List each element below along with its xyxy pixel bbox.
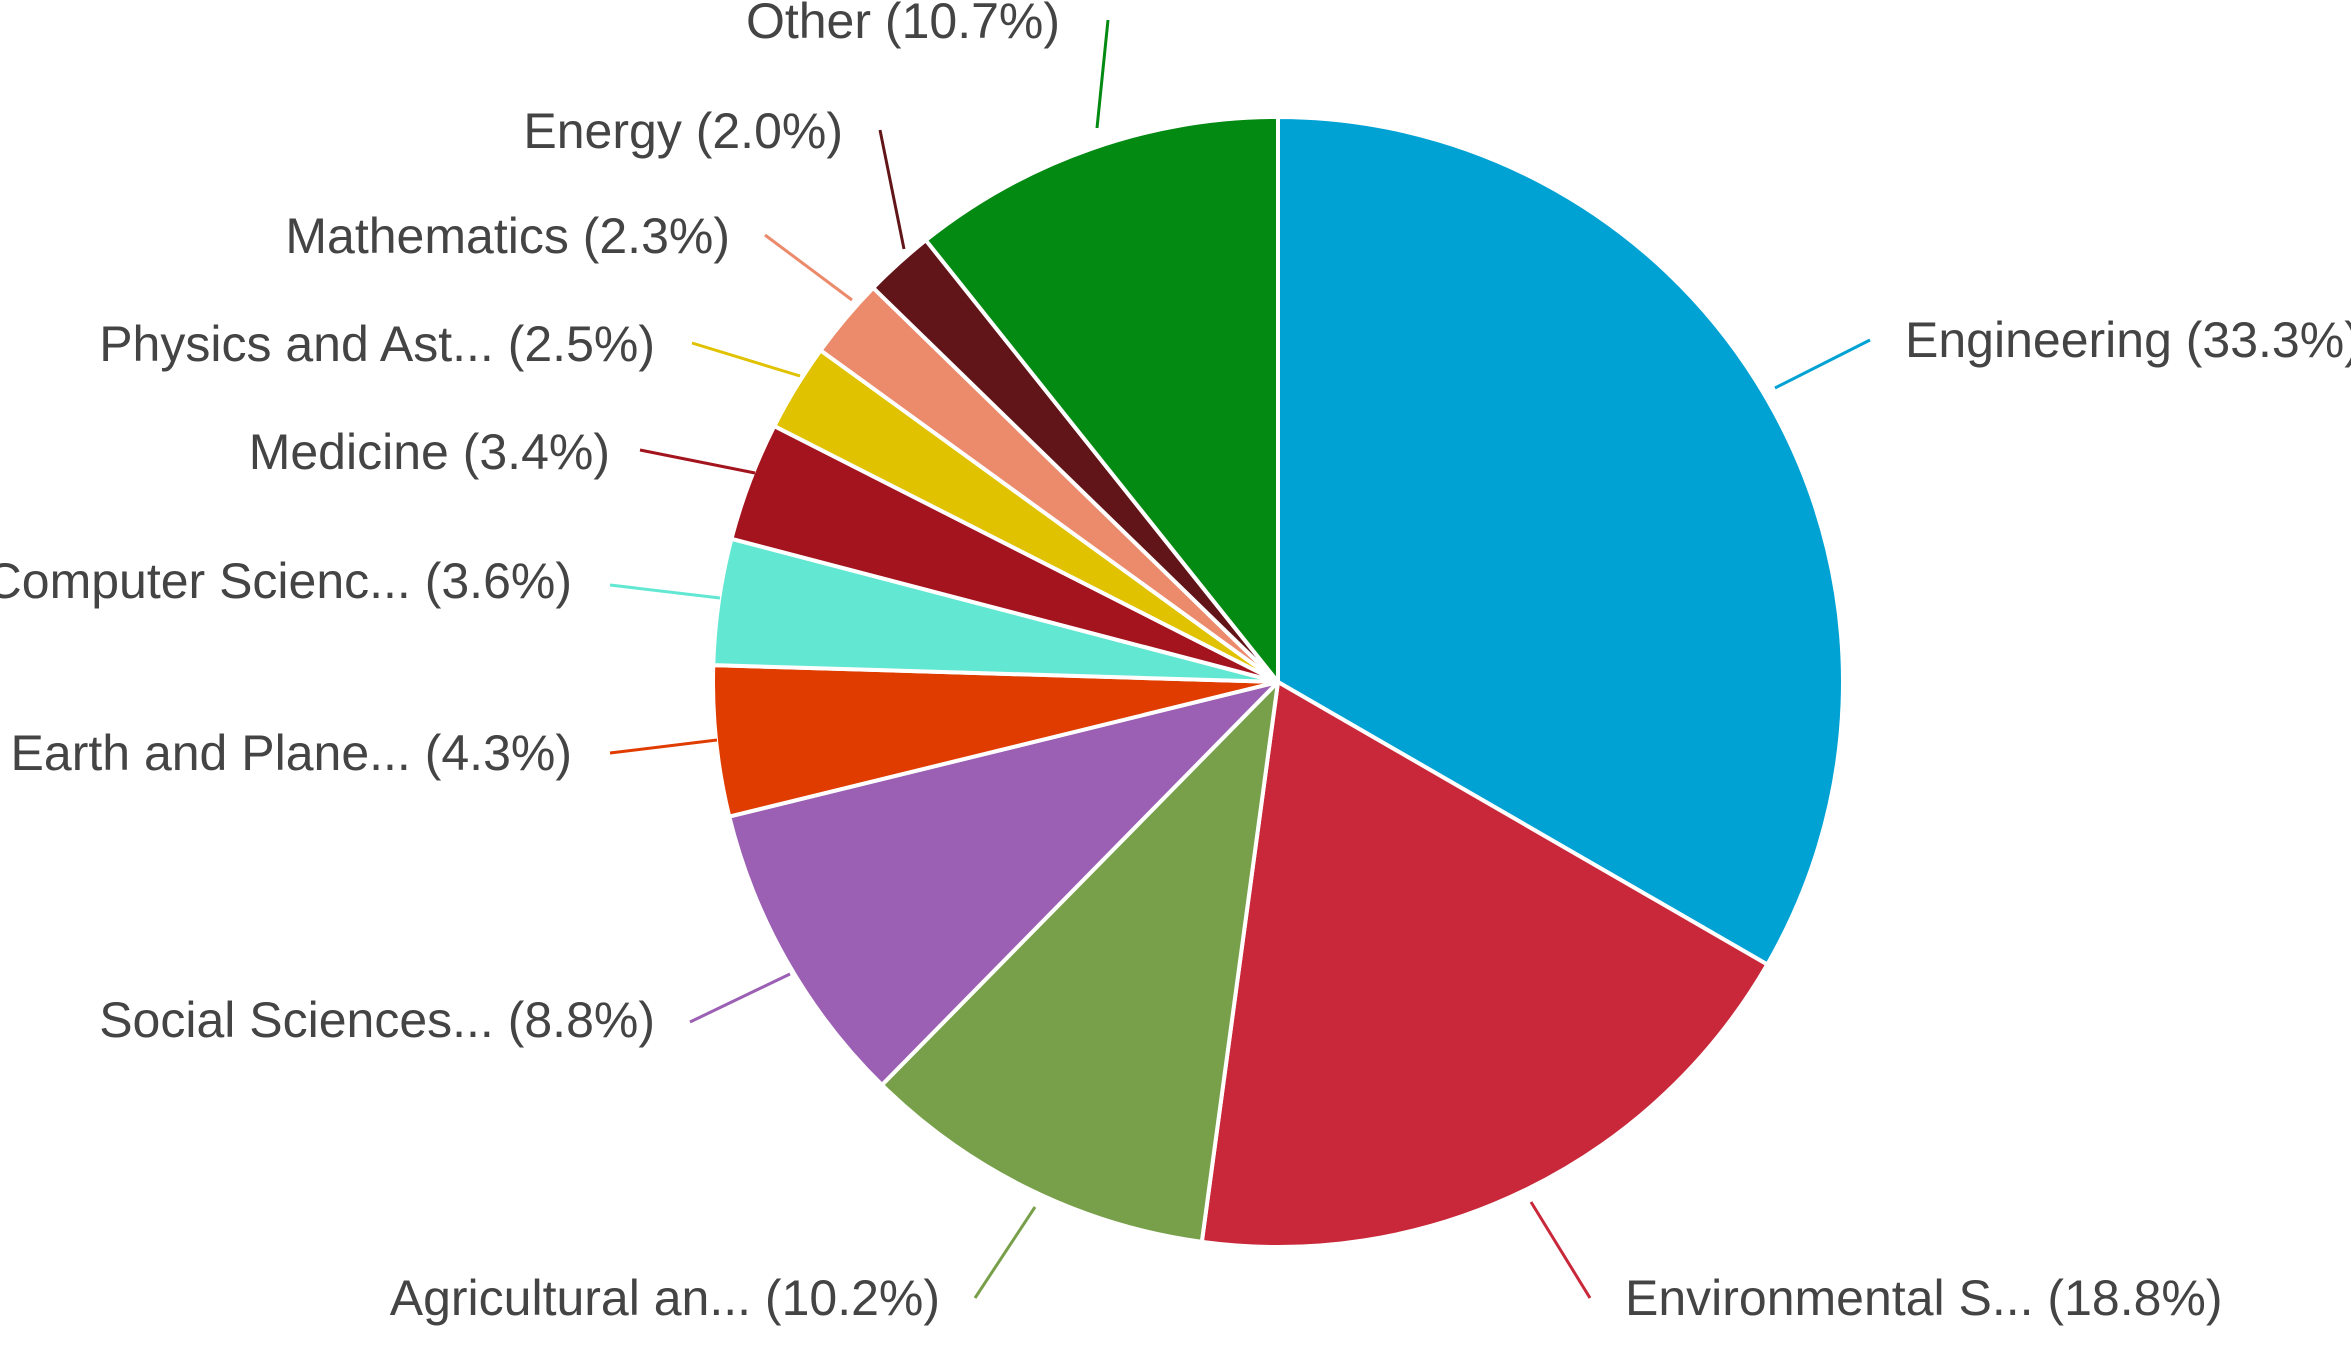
slice-label-name: Medicine xyxy=(249,424,449,480)
slice-label-percent: (10.2%) xyxy=(751,1270,940,1326)
slice-label-percent: (4.3%) xyxy=(411,725,572,781)
slice-label-name: Environmental S... xyxy=(1625,1270,2034,1326)
pie-slice-agricultural-an[interactable] xyxy=(879,680,1280,1244)
slice-label-percent: (3.4%) xyxy=(449,424,610,480)
slice-label-percent: (2.3%) xyxy=(569,208,730,264)
leader-lines xyxy=(609,19,1871,1299)
slice-label-medicine: Medicine (3.4%) xyxy=(249,424,610,480)
slice-label-name: Other xyxy=(746,0,871,49)
slice-label-percent: (8.8%) xyxy=(494,992,655,1048)
slice-label-percent: (2.5%) xyxy=(494,316,655,372)
slice-label-name: Energy xyxy=(523,103,681,159)
slice-label-name: Mathematics xyxy=(285,208,568,264)
slice-label-mathematics: Mathematics (2.3%) xyxy=(285,208,730,264)
slice-label-computer-scienc: Computer Scienc... (3.6%) xyxy=(0,553,572,609)
slice-label-other: Other (10.7%) xyxy=(746,0,1060,49)
leader-line-agricultural-an xyxy=(973,1206,1037,1299)
leader-line-mathematics xyxy=(764,233,853,302)
slice-label-energy: Energy (2.0%) xyxy=(523,103,843,159)
leader-line-medicine xyxy=(639,448,756,475)
slice-label-percent: (33.3%) xyxy=(2172,312,2351,368)
slice-label-social-sciences: Social Sciences... (8.8%) xyxy=(99,992,655,1048)
leader-line-physics-and-ast xyxy=(691,341,801,378)
slice-label-name: Earth and Plane... xyxy=(11,725,411,781)
pie-slice-environmental-s[interactable] xyxy=(1199,680,1770,1249)
slice-label-earth-and-plane: Earth and Plane... (4.3%) xyxy=(11,725,572,781)
slice-label-name: Social Sciences... xyxy=(99,992,494,1048)
slice-label-name: Engineering xyxy=(1905,312,2172,368)
slice-label-name: Physics and Ast... xyxy=(99,316,494,372)
slice-label-physics-and-ast: Physics and Ast... (2.5%) xyxy=(99,316,655,372)
leader-line-engineering xyxy=(1774,338,1871,390)
leader-line-energy xyxy=(878,129,906,250)
slice-label-name: Agricultural an... xyxy=(390,1270,751,1326)
leader-line-earth-and-plane xyxy=(609,738,718,755)
slice-labels: Engineering (33.3%) Environmental S... (1… xyxy=(0,0,2351,1326)
slice-label-percent: (3.6%) xyxy=(411,553,572,609)
slice-label-agricultural-an: Agricultural an... (10.2%) xyxy=(390,1270,940,1326)
slice-label-environmental-s: Environmental S... (18.8%) xyxy=(1625,1270,2223,1326)
pie-slice-other[interactable] xyxy=(923,115,1280,684)
leader-line-social-sciences xyxy=(689,972,791,1024)
leader-line-computer-scienc xyxy=(609,583,721,600)
pie-slice-engineering[interactable] xyxy=(1276,115,1845,967)
leader-line-environmental-s xyxy=(1529,1201,1592,1299)
slice-label-engineering: Engineering (33.3%) xyxy=(1905,312,2351,368)
slice-label-percent: (18.8%) xyxy=(2034,1270,2223,1326)
slice-label-percent: (2.0%) xyxy=(682,103,843,159)
slice-label-name: Computer Scienc... xyxy=(0,553,411,609)
pie-slices xyxy=(711,115,1845,1249)
leader-line-other xyxy=(1095,19,1110,129)
pie-slice-social-sciences[interactable] xyxy=(727,680,1280,1087)
slice-label-percent: (10.7%) xyxy=(871,0,1060,49)
